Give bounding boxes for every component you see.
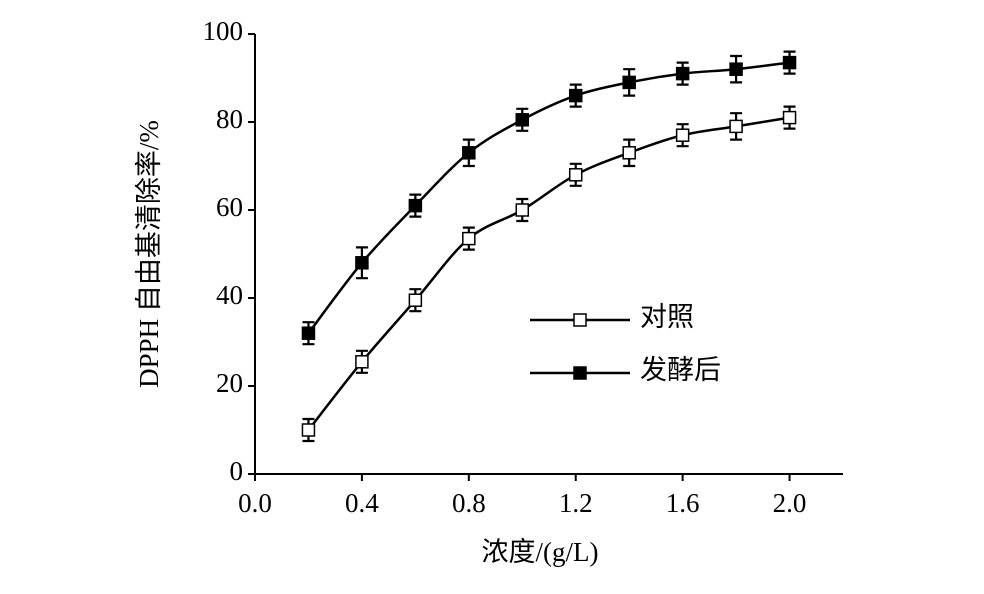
legend-label: 对照 [640,302,694,332]
x-tick-label: 0.8 [452,488,486,518]
marker [408,198,423,213]
y-axis-label: DPPH 自由基清除率/% [134,120,164,388]
marker [355,355,369,369]
marker [301,326,316,340]
y-tick-label: 0 [230,456,244,486]
marker [675,128,690,142]
marker [568,88,583,103]
series-line [307,61,790,334]
x-tick-label: 0.4 [345,488,379,518]
x-tick-label: 2.0 [773,488,807,518]
y-tick-label: 20 [216,368,243,398]
marker [462,146,476,160]
x-tick-label: 1.6 [666,488,700,518]
marker [622,146,636,160]
marker [729,62,743,76]
y-tick-label: 40 [216,280,243,310]
marker [515,203,530,217]
legend-marker [573,313,587,327]
marker [462,231,476,246]
marker [355,256,369,270]
marker [675,66,690,81]
x-axis-label: 浓度/(g/L) [482,537,599,567]
marker [729,119,743,134]
x-tick-label: 0.0 [238,488,272,518]
marker [515,113,530,127]
series-line [307,116,790,431]
legend-label: 发酵后 [640,355,721,385]
legend-marker [573,366,587,380]
marker [568,168,583,182]
marker [782,55,797,70]
marker [301,423,316,437]
y-tick-label: 80 [216,104,243,134]
marker [622,75,636,90]
x-tick-label: 1.2 [559,488,593,518]
marker [782,110,797,125]
y-tick-label: 100 [203,16,244,46]
y-tick-label: 60 [216,192,243,222]
marker [408,293,423,307]
